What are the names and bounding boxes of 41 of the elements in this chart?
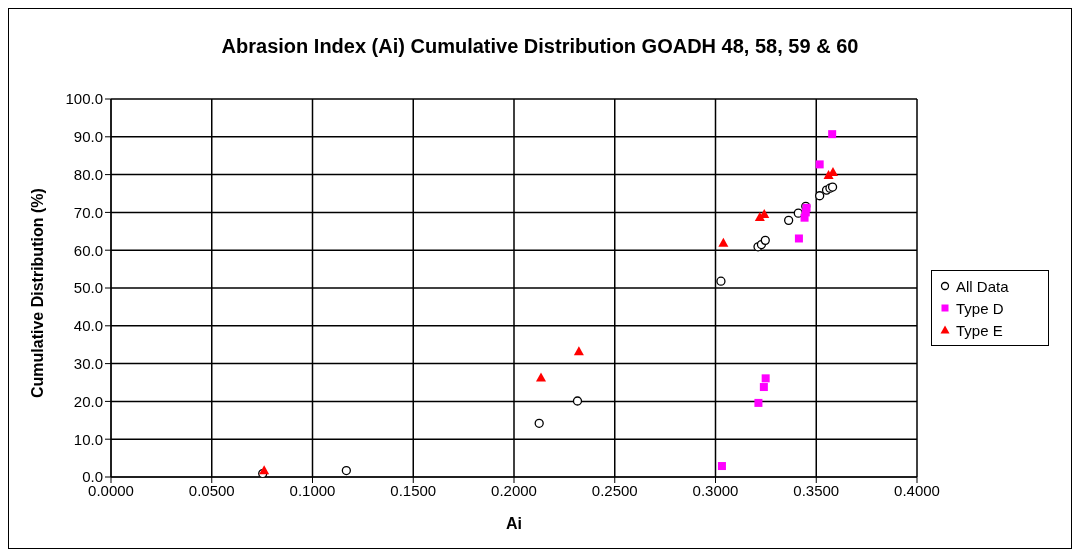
legend-label: Type D xyxy=(956,299,1004,317)
x-tick-label: 0.3000 xyxy=(692,481,739,499)
x-axis-title: Ai xyxy=(506,515,522,532)
point xyxy=(783,215,794,225)
y-tick-label: 30.0 xyxy=(73,354,103,372)
point xyxy=(341,465,351,476)
point xyxy=(760,235,770,246)
point xyxy=(754,398,763,407)
y-tick-label: 20.0 xyxy=(73,392,103,410)
x-tick-label: 0.3500 xyxy=(793,481,840,499)
x-tick-label: 0.1500 xyxy=(390,481,437,499)
x-tick-label: 0.2000 xyxy=(491,481,537,499)
x-tick-label: 0.1000 xyxy=(289,481,336,499)
legend-label: Type E xyxy=(956,321,1003,339)
y-tick-label: 70.0 xyxy=(73,203,103,221)
y-tick-label: 50.0 xyxy=(73,279,103,297)
point xyxy=(794,234,803,243)
point xyxy=(815,191,825,201)
legend-label: All Data xyxy=(956,277,1009,295)
point xyxy=(828,130,837,139)
point xyxy=(534,418,544,428)
y-axis-title: Cumulative Distribution (%) xyxy=(28,188,46,398)
point xyxy=(761,374,770,383)
point xyxy=(536,372,546,382)
y-tick-label: 100.0 xyxy=(65,90,103,108)
y-tick-label: 10.0 xyxy=(73,430,103,448)
chart-title: Abrasion Index (Ai) Cumulative Distribution GOADH 48, 58, 59 & 60 xyxy=(220,34,860,59)
y-tick-label: 80.0 xyxy=(73,165,103,183)
point xyxy=(717,462,726,471)
y-tick-label: 40.0 xyxy=(73,317,103,335)
point xyxy=(759,383,768,392)
x-tick-label: 0.4000 xyxy=(894,481,940,499)
y-tick-label: 60.0 xyxy=(73,241,103,259)
x-tick-label: 0.0500 xyxy=(188,481,235,499)
y-tick-label: 90.0 xyxy=(73,128,103,146)
point xyxy=(572,396,583,406)
point xyxy=(718,237,729,247)
point xyxy=(716,276,726,286)
point xyxy=(573,346,584,356)
point xyxy=(815,160,824,169)
x-tick-label: 0.2500 xyxy=(591,481,638,499)
